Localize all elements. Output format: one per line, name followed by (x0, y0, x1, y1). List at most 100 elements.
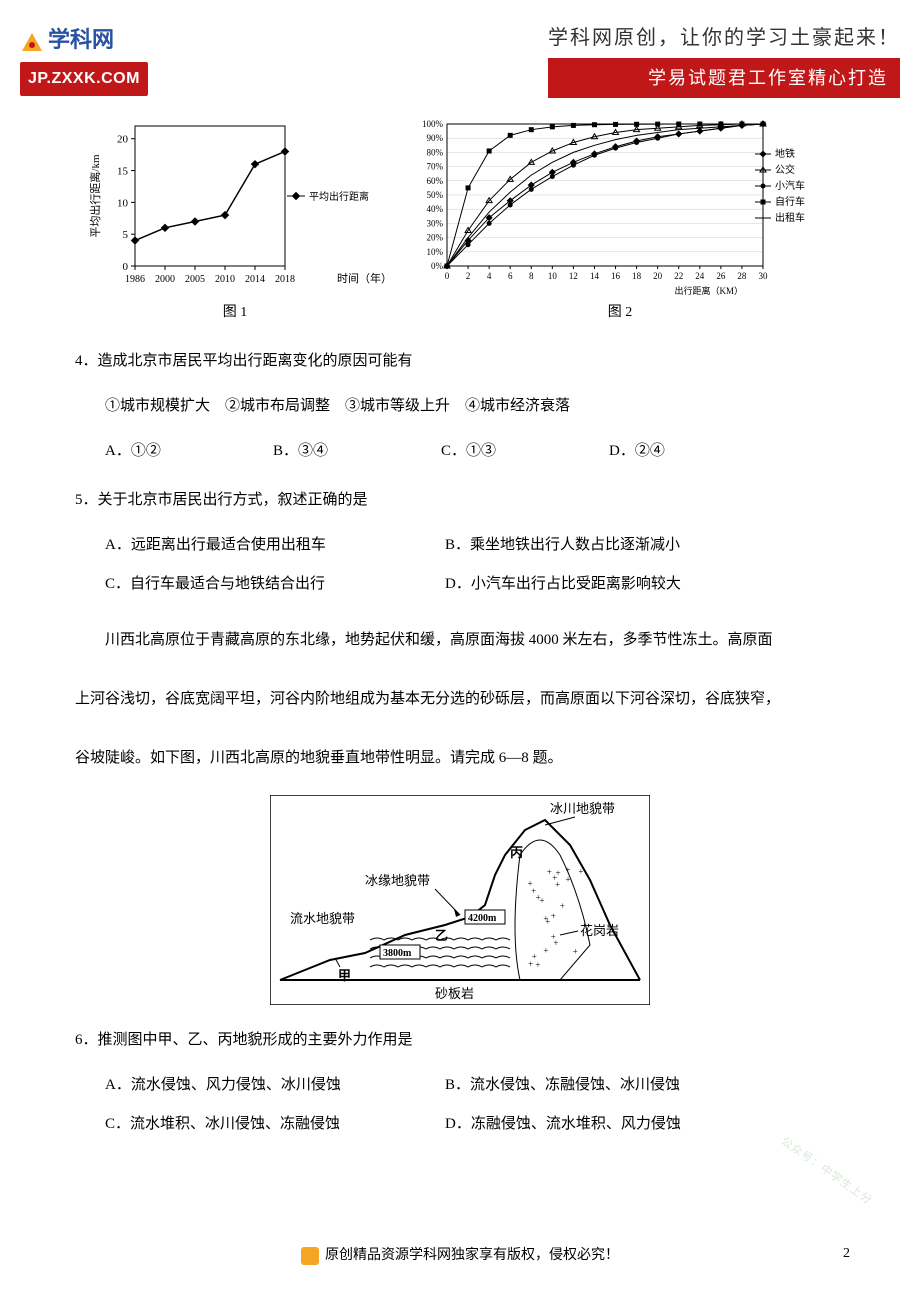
q6-opt-d: D．冻融侵蚀、流水堆积、风力侵蚀 (445, 1111, 785, 1138)
q6-row1: A．流水侵蚀、风力侵蚀、冰川侵蚀 B．流水侵蚀、冻融侵蚀、冰川侵蚀 (75, 1072, 845, 1099)
footer: 原创精品资源学科网独家享有版权，侵权必究！ (0, 1243, 920, 1274)
svg-text:90%: 90% (427, 134, 444, 144)
svg-text:平均出行距离/km: 平均出行距离/km (88, 154, 102, 238)
svg-text:冰川地貌带: 冰川地貌带 (550, 801, 615, 816)
q5-stem: 5．关于北京市居民出行方式，叙述正确的是 (75, 487, 845, 514)
svg-text:2: 2 (466, 271, 471, 281)
svg-text:冰缘地貌带: 冰缘地貌带 (365, 873, 430, 888)
chart1-svg: 05101520198620002005201020142018平均出行距离/k… (85, 116, 385, 296)
svg-text:+: + (543, 913, 548, 923)
svg-text:8: 8 (529, 271, 534, 281)
svg-text:+: + (551, 911, 556, 921)
svg-text:+: + (535, 960, 540, 970)
svg-text:花岗岩: 花岗岩 (580, 923, 619, 938)
logo-brand: 学科网 (20, 20, 148, 60)
svg-text:50%: 50% (427, 190, 444, 200)
svg-text:乙: 乙 (435, 928, 448, 943)
svg-text:40%: 40% (427, 205, 444, 215)
diagram: ++++++++++++++++++++++4200m3800m冰川地貌带冰缘地… (75, 795, 845, 1005)
svg-text:+: + (547, 867, 552, 877)
svg-text:20: 20 (117, 134, 129, 146)
svg-text:砂板岩: 砂板岩 (435, 986, 474, 1001)
logo-icon (20, 28, 44, 52)
svg-text:平均出行距离: 平均出行距离 (309, 190, 369, 203)
q4-opt-a: A．①② (105, 438, 273, 465)
footer-text: 原创精品资源学科网独家享有版权，侵权必究！ (325, 1243, 619, 1268)
svg-text:14: 14 (590, 271, 600, 281)
svg-text:5: 5 (123, 230, 129, 242)
svg-text:0%: 0% (431, 261, 444, 271)
slogan: 学科网原创，让你的学习土豪起来！ (548, 20, 900, 56)
watermark: 公众号：中学生上分 (776, 1133, 876, 1211)
svg-text:出行距离（KM）: 出行距离（KM） (674, 285, 743, 296)
chart1-caption: 图 1 (223, 300, 248, 325)
q6-opt-c: C．流水堆积、冰川侵蚀、冻融侵蚀 (105, 1111, 445, 1138)
logo-url: JP.ZXXK.COM (20, 62, 148, 97)
svg-text:10: 10 (548, 271, 558, 281)
q4-stem: 4．造成北京市居民平均出行距离变化的原因可能有 (75, 348, 845, 375)
svg-text:自行车: 自行车 (775, 195, 805, 208)
svg-text:地铁: 地铁 (775, 147, 795, 160)
q4-opt-d: D．②④ (609, 438, 777, 465)
svg-text:100%: 100% (422, 119, 444, 129)
page-header: 学科网 JP.ZXXK.COM 学科网原创，让你的学习土豪起来！ 学易试题君工作… (0, 0, 920, 106)
logo-block: 学科网 JP.ZXXK.COM (20, 20, 148, 96)
svg-text:60%: 60% (427, 176, 444, 186)
passage-line-3: 谷坡陡峻。如下图，川西北高原的地貌垂直地带性明显。请完成 6—8 题。 (75, 742, 845, 775)
q5-opt-a: A．远距离出行最适合使用出租车 (105, 532, 445, 559)
svg-text:小汽车: 小汽车 (775, 179, 805, 192)
q6-stem: 6．推测图中甲、乙、丙地貌形成的主要外力作用是 (75, 1027, 845, 1054)
svg-text:流水地貌带: 流水地貌带 (290, 911, 355, 926)
svg-text:18: 18 (632, 271, 642, 281)
svg-text:6: 6 (508, 271, 513, 281)
banner: 学易试题君工作室精心打造 (548, 58, 900, 98)
passage-line-2: 上河谷浅切，谷底宽阔平坦，河谷内阶地组成为基本无分选的砂砾层，而高原面以下河谷深… (75, 683, 845, 716)
q6-row2: C．流水堆积、冰川侵蚀、冻融侵蚀 D．冻融侵蚀、流水堆积、风力侵蚀 (75, 1111, 845, 1138)
svg-text:22: 22 (674, 271, 683, 281)
svg-text:2010: 2010 (215, 274, 235, 285)
q4-opt-c: C．①③ (441, 438, 609, 465)
diagram-svg: ++++++++++++++++++++++4200m3800m冰川地貌带冰缘地… (270, 795, 650, 1005)
svg-text:30: 30 (759, 271, 769, 281)
logo-text: 学科网 (48, 20, 114, 60)
svg-text:+: + (556, 868, 561, 878)
footer-badge: 原创精品资源学科网独家享有版权，侵权必究！ (301, 1243, 619, 1268)
svg-text:70%: 70% (427, 162, 444, 172)
q5-opt-d: D．小汽车出行占比受距离影响较大 (445, 571, 785, 598)
charts-row: 05101520198620002005201020142018平均出行距离/k… (75, 116, 845, 325)
svg-text:10%: 10% (427, 247, 444, 257)
svg-text:2018: 2018 (275, 274, 295, 285)
svg-text:20%: 20% (427, 233, 444, 243)
svg-text:丙: 丙 (510, 845, 523, 860)
q6-opt-a: A．流水侵蚀、风力侵蚀、冰川侵蚀 (105, 1072, 445, 1099)
svg-text:时间（年）: 时间（年） (337, 271, 385, 285)
q6-opt-b: B．流水侵蚀、冻融侵蚀、冰川侵蚀 (445, 1072, 785, 1099)
header-right: 学科网原创，让你的学习土豪起来！ 学易试题君工作室精心打造 (548, 20, 900, 98)
svg-text:甲: 甲 (338, 968, 351, 983)
question-5: 5．关于北京市居民出行方式，叙述正确的是 A．远距离出行最适合使用出租车 B．乘… (75, 487, 845, 598)
footer-icon (301, 1247, 319, 1265)
chart2-caption: 图 2 (608, 300, 633, 325)
chart-2: 0%10%20%30%40%50%60%70%80%90%100%0246810… (405, 116, 835, 325)
q4-opt-b: B．③④ (273, 438, 441, 465)
svg-text:20: 20 (653, 271, 663, 281)
svg-text:公交: 公交 (775, 163, 795, 176)
q4-sub: ①城市规模扩大 ②城市布局调整 ③城市等级上升 ④城市经济衰落 (75, 393, 845, 420)
question-4: 4．造成北京市居民平均出行距离变化的原因可能有 ①城市规模扩大 ②城市布局调整 … (75, 348, 845, 465)
passage-line-1: 川西北高原位于青藏高原的东北缘，地势起伏和缓，高原面海拔 4000 米左右，多季… (75, 624, 845, 657)
svg-text:2014: 2014 (245, 274, 265, 285)
svg-text:1986: 1986 (125, 274, 145, 285)
svg-text:3800m: 3800m (383, 948, 412, 959)
page-number: 2 (843, 1241, 850, 1266)
content: 05101520198620002005201020142018平均出行距离/k… (0, 106, 920, 1137)
svg-text:26: 26 (716, 271, 726, 281)
svg-text:28: 28 (737, 271, 747, 281)
svg-text:16: 16 (611, 271, 621, 281)
chart2-svg: 0%10%20%30%40%50%60%70%80%90%100%0246810… (405, 116, 835, 296)
question-6: 6．推测图中甲、乙、丙地貌形成的主要外力作用是 A．流水侵蚀、风力侵蚀、冰川侵蚀… (75, 1027, 845, 1138)
svg-text:10: 10 (117, 198, 129, 210)
q4-options: A．①② B．③④ C．①③ D．②④ (75, 438, 845, 465)
svg-text:+: + (527, 878, 532, 888)
svg-text:+: + (573, 946, 578, 956)
q5-row2: C．自行车最适合与地铁结合出行 D．小汽车出行占比受距离影响较大 (75, 571, 845, 598)
